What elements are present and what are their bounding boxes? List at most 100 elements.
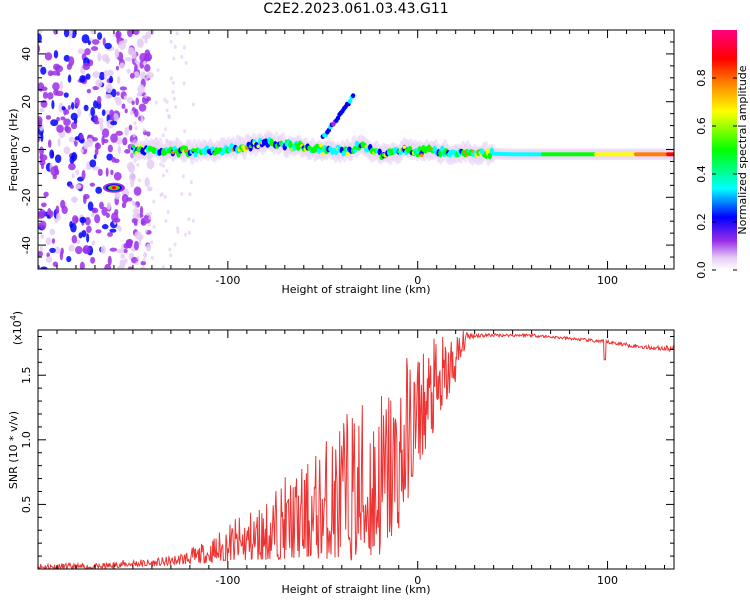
heatmap-cell — [87, 201, 94, 212]
y-tick-label: 1.5 — [20, 366, 33, 384]
heatmap-cell — [169, 253, 173, 258]
heatmap-cell — [47, 92, 54, 100]
heatmap-cell — [171, 80, 175, 85]
heatmap-cell — [107, 144, 113, 153]
heatmap-cell — [161, 133, 165, 138]
heatmap-y-axis-label: Frequency (Hz) — [7, 109, 20, 192]
heatmap-cell — [70, 102, 75, 110]
heatmap-cell — [129, 72, 135, 79]
heatmap-cell — [121, 103, 126, 110]
heatmap-cell — [102, 37, 106, 46]
heatmap-cell — [44, 52, 53, 61]
heatmap-cell — [191, 218, 195, 223]
heatmap-cell — [94, 214, 101, 224]
heatmap-cell — [144, 177, 150, 187]
heatmap-cell — [159, 162, 163, 167]
heatmap-cell — [161, 173, 165, 178]
heatmap-cell — [86, 225, 92, 233]
heatmap-cell — [147, 186, 153, 192]
heatmap-cell — [71, 173, 75, 179]
heatmap-cell — [101, 206, 108, 216]
heatmap-cell — [121, 193, 129, 204]
heatmap-cell — [101, 224, 109, 230]
heatmap-cell — [119, 86, 127, 91]
svg-text:(x104): (x104) — [9, 311, 24, 345]
heatmap-cell — [141, 74, 145, 79]
heatmap-cell — [154, 100, 158, 105]
y-tick-label: 20 — [20, 95, 33, 109]
x-tick-label: 100 — [597, 574, 618, 587]
heatmap-cell — [92, 71, 100, 78]
heatmap-cell — [70, 196, 79, 203]
colorbar-label: Normalized spectral amplitude — [736, 65, 749, 234]
heatmap-cell — [63, 92, 69, 98]
snr-panel: -100 0 100 0.5 1.0 1.5 Height of straight lin… — [7, 311, 675, 596]
heatmap-cell — [82, 245, 91, 255]
heatmap-cell — [132, 51, 137, 60]
heatmap-cell — [38, 134, 41, 143]
heatmap-cell — [89, 182, 96, 187]
heatmap-cell — [245, 146, 249, 150]
heatmap-cell — [415, 153, 420, 158]
colorbar-tick-label: 0.2 — [695, 213, 708, 231]
heatmap-cell — [176, 229, 180, 234]
heatmap-cell — [137, 84, 145, 95]
heatmap-cell — [126, 68, 131, 74]
y-tick-label: 40 — [20, 47, 33, 61]
heatmap-cell — [50, 166, 59, 177]
heatmap-cell — [95, 186, 103, 194]
heatmap-cell — [98, 117, 104, 125]
colorbar-ticks: 0.0 0.2 0.4 0.6 0.8 — [695, 69, 737, 279]
heatmap-cell — [103, 69, 108, 80]
heatmap-cell — [134, 204, 138, 209]
heatmap-cell — [128, 124, 133, 131]
x-tick-label: -100 — [215, 574, 240, 587]
heatmap-cell — [97, 32, 103, 40]
heatmap-cell — [191, 102, 195, 107]
heatmap-cell — [82, 62, 91, 71]
heatmap-cell — [164, 218, 168, 223]
heatmap-cell — [141, 35, 150, 40]
heatmap-cell — [107, 255, 112, 266]
heatmap-cell — [90, 46, 99, 52]
y-tick-label: 0.5 — [20, 496, 33, 514]
heatmap-cell — [129, 110, 134, 116]
heatmap-cell — [45, 237, 52, 246]
heatmap-cell — [124, 57, 133, 62]
heatmap-cell — [119, 259, 126, 269]
heatmap-cell — [71, 234, 78, 244]
heatmap-cell — [40, 234, 44, 239]
heatmap-cell — [165, 108, 169, 113]
heatmap-cell — [183, 129, 187, 134]
heatmap-cell — [142, 128, 146, 133]
heatmap-cell — [180, 54, 184, 59]
snr-ticks: -100 0 100 0.5 1.0 1.5 — [20, 330, 674, 587]
heatmap-cell — [101, 109, 106, 116]
heatmap-cell — [57, 138, 61, 147]
snr-y-multiplier: (x104) — [9, 311, 24, 345]
x-tick-label: 0 — [414, 574, 421, 587]
heatmap-cell — [671, 152, 674, 157]
heatmap-cell — [79, 134, 84, 140]
heatmap-cell — [132, 30, 140, 35]
heatmap-cell — [140, 266, 146, 269]
heatmap-cell — [101, 135, 105, 146]
heatmap-cell — [134, 59, 138, 64]
heatmap-cell — [181, 174, 185, 179]
heatmap-cell — [63, 146, 71, 155]
heatmap-cell — [52, 82, 60, 91]
heatmap-cell — [83, 195, 87, 204]
heatmap-strong-spot — [111, 186, 116, 190]
heatmap-cell — [51, 238, 56, 244]
heatmap-cell — [142, 61, 146, 66]
heatmap-cell — [68, 136, 76, 143]
heatmap-cell — [114, 96, 122, 103]
heatmap-cell — [110, 169, 114, 176]
heatmap-cell — [141, 95, 149, 105]
heatmap-cell — [93, 100, 99, 109]
heatmap-cell — [75, 169, 80, 176]
heatmap-cell — [417, 146, 422, 152]
heatmap-cell — [83, 141, 89, 150]
heatmap-cell — [127, 30, 134, 38]
heatmap-cell — [117, 226, 122, 232]
